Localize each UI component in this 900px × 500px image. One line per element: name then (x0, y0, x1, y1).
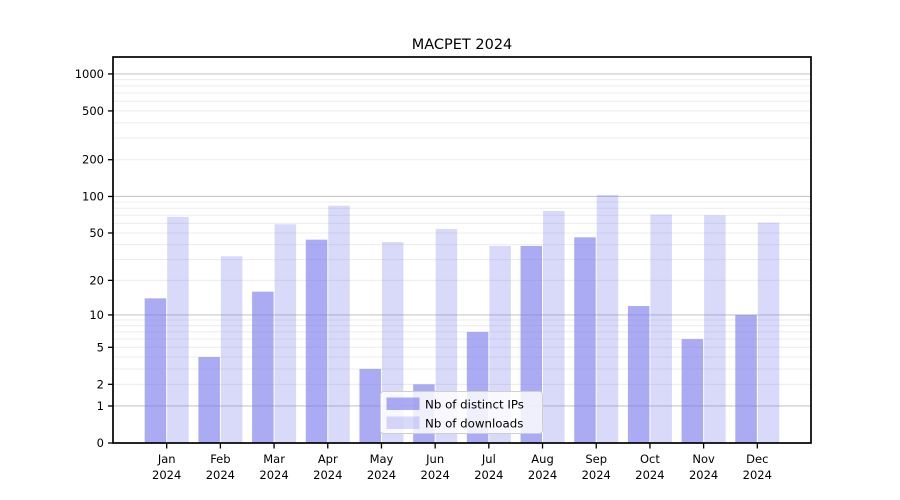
y-tick-label: 1 (97, 399, 104, 413)
legend-box (380, 391, 543, 434)
bar-nb-of-distinct-ips-dec (735, 314, 757, 443)
bar-nb-of-distinct-ips-mar (252, 291, 274, 443)
bar-nb-of-downloads-nov (704, 215, 726, 443)
gridlines (113, 73, 811, 407)
bar-nb-of-distinct-ips-jan (144, 298, 167, 443)
bar-nb-of-distinct-ips-oct (627, 305, 650, 443)
legend-swatch-nb-of-distinct-ips (386, 397, 420, 410)
y-tick-label: 50 (89, 226, 104, 240)
bar-nb-of-distinct-ips-sep (574, 237, 596, 443)
legend-label-nb-of-distinct-ips: Nb of distinct IPs (425, 398, 524, 412)
bar-nb-of-downloads-aug (543, 210, 565, 443)
x-tick-label-year-mar: 2024 (259, 468, 288, 482)
x-tick-label-month-jun: Jun (425, 452, 444, 466)
x-tick-label-year-oct: 2024 (635, 468, 664, 482)
y-tick-label: 5 (97, 340, 104, 354)
y-tick-label: 20 (89, 273, 104, 287)
x-tick-label-year-jan: 2024 (152, 468, 181, 482)
bar-nb-of-downloads-mar (274, 224, 297, 443)
x-tick-label-year-aug: 2024 (528, 468, 557, 482)
x-tick-label-month-sep: Sep (585, 452, 607, 466)
x-tick-label-year-feb: 2024 (206, 468, 235, 482)
legend-label-nb-of-downloads: Nb of downloads (425, 417, 523, 431)
x-tick-label-year-jul: 2024 (474, 468, 503, 482)
legend-swatch-nb-of-downloads (386, 416, 420, 429)
y-tick-label: 0 (97, 436, 104, 450)
bar-nb-of-downloads-feb (220, 256, 243, 443)
bar-nb-of-distinct-ips-may (359, 368, 381, 443)
bar-nb-of-downloads-oct (650, 214, 672, 443)
bar-nb-of-distinct-ips-nov (681, 339, 704, 443)
legend: Nb of distinct IPs Nb of downloads (380, 391, 543, 434)
x-tick-label-month-jan: Jan (157, 452, 176, 466)
x-tick-label-month-mar: Mar (263, 452, 285, 466)
x-tick-label-year-nov: 2024 (689, 468, 718, 482)
x-tick-label-year-dec: 2024 (743, 468, 772, 482)
y-tick-label: 200 (82, 153, 104, 167)
x-tick-label-month-oct: Oct (640, 452, 660, 466)
x-tick-label-month-aug: Aug (531, 452, 553, 466)
x-tick-label-year-may: 2024 (367, 468, 396, 482)
x-tick-label-month-feb: Feb (210, 452, 230, 466)
x-tick-label-month-jul: Jul (481, 452, 496, 466)
bar-nb-of-distinct-ips-apr (305, 239, 328, 443)
y-tick-label: 100 (82, 189, 104, 203)
x-tick-label-year-apr: 2024 (313, 468, 342, 482)
bar-nb-of-downloads-sep (596, 194, 619, 443)
bar-nb-of-distinct-ips-feb (198, 357, 220, 443)
y-tick-label: 1000 (75, 67, 104, 81)
x-tick-label-month-nov: Nov (692, 452, 715, 466)
y-tick-label: 10 (89, 308, 104, 322)
x-tick-label-year-sep: 2024 (582, 468, 611, 482)
bar-nb-of-downloads-apr (328, 205, 350, 443)
x-tick-label-year-jun: 2024 (421, 468, 450, 482)
x-tick-label-month-may: May (370, 452, 394, 466)
axis-ticks: 0 1 2 5 10 20 50 100 200 500 1000 Jan 2024 Feb 2024 Mar… (75, 67, 772, 482)
x-tick-label-month-apr: Apr (318, 452, 338, 466)
y-tick-label: 2 (97, 377, 104, 391)
bar-nb-of-downloads-dec (757, 222, 780, 443)
chart-title: MACPET 2024 (411, 37, 513, 53)
bar-nb-of-downloads-jun (435, 228, 458, 443)
bar-nb-of-downloads-jan (167, 216, 189, 443)
plot-border (112, 56, 812, 444)
y-tick-label: 500 (82, 104, 104, 118)
x-tick-label-month-dec: Dec (746, 452, 768, 466)
